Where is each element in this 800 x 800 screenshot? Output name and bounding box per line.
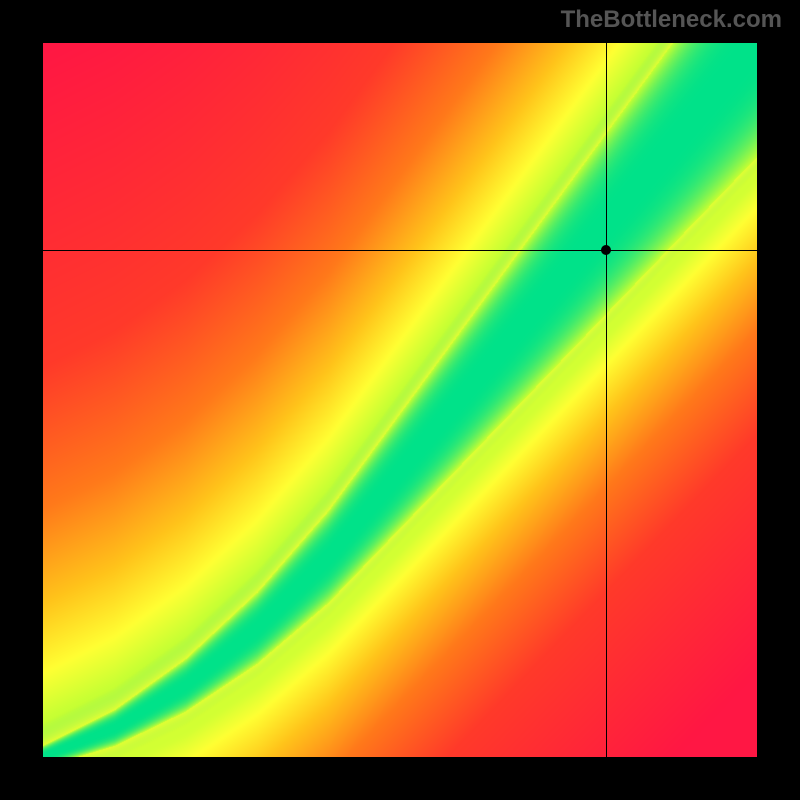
crosshair-horizontal — [43, 250, 757, 251]
watermark-text: TheBottleneck.com — [561, 6, 782, 34]
data-point-marker — [601, 245, 611, 255]
heatmap-canvas — [43, 43, 757, 757]
plot-area — [43, 43, 757, 757]
chart-container: TheBottleneck.com — [0, 0, 800, 800]
crosshair-vertical — [606, 43, 607, 757]
